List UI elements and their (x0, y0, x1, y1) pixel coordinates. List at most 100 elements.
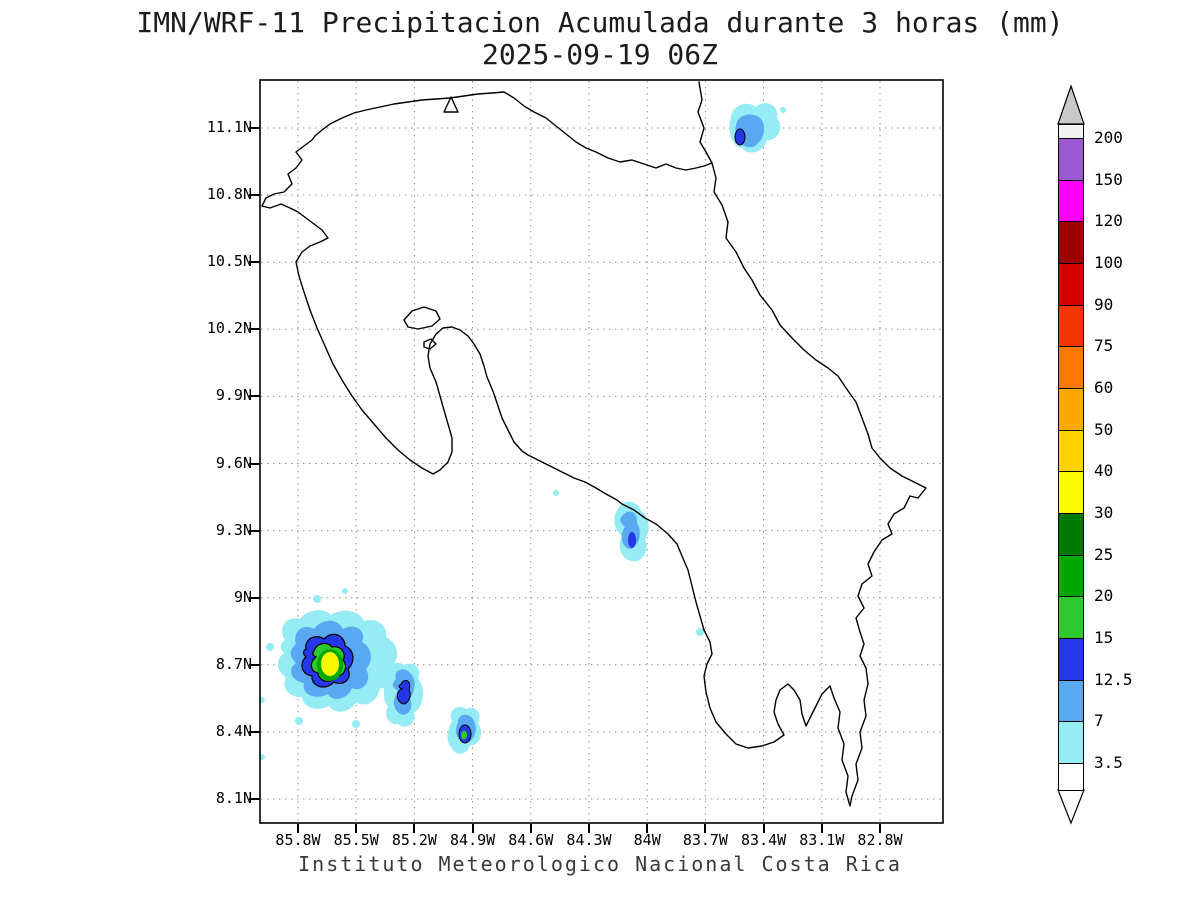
colorbar-level-label: 3.5 (1094, 753, 1123, 773)
colorbar-segment (1058, 263, 1084, 306)
colorbar-level-label: 30 (1094, 503, 1114, 523)
colorbar-level-label: 7 (1094, 711, 1104, 731)
colorbar-level-label: 50 (1094, 419, 1114, 439)
colorbar-level-label: 150 (1094, 169, 1123, 189)
lat-tick-label: 8.4N (215, 721, 252, 740)
lat-tick-mark (249, 596, 260, 599)
plot-datetime: 2025-09-19 06Z (481, 38, 718, 71)
coastline (261, 81, 927, 807)
institution-caption: Instituto Meteorologico Nacional Costa R… (298, 852, 902, 876)
lon-tick-label: 83.7W (682, 831, 728, 849)
lat-tick-label: 10.8N (206, 185, 252, 204)
precip-cell-elongated-core (396, 679, 411, 705)
colorbar-segment (1058, 179, 1084, 223)
lon-tick-label: 83.1W (799, 831, 845, 849)
colorbar-level-label: 90 (1094, 294, 1114, 314)
colorbar-segment (1058, 721, 1084, 765)
precip-speck (352, 720, 360, 728)
colorbar-segment (1058, 513, 1084, 556)
colorbar-level-label: 200 (1094, 128, 1123, 147)
lon-tick-mark (762, 824, 765, 833)
precip-speck (295, 717, 303, 725)
colorbar-segment (1058, 346, 1084, 389)
lat-tick-label: 11.1N (206, 118, 252, 136)
colorbar-segment (1058, 304, 1084, 348)
colorbar-above-max-arrow (1057, 85, 1085, 125)
precip-speck (342, 588, 348, 594)
colorbar-segment (1058, 138, 1084, 181)
lon-tick-label: 84.6W (508, 831, 554, 849)
lat-tick-label: 9N (233, 587, 252, 606)
colorbar-segment (1058, 596, 1084, 640)
lat-tick-mark (249, 127, 260, 129)
map-canvas (259, 79, 944, 824)
precipitation-cells (259, 103, 786, 760)
lat-tick-mark (249, 328, 260, 331)
lat-tick-mark (249, 261, 260, 264)
lon-tick-mark (471, 824, 474, 833)
colorbar-segment (1058, 638, 1084, 681)
colorbar-segment (1058, 471, 1084, 515)
colorbar-level-label: 15 (1094, 628, 1114, 648)
lon-tick-mark (704, 824, 707, 833)
colorbar-segment (1058, 221, 1084, 264)
lon-tick-label: 84W (633, 831, 661, 849)
lon-tick-mark (588, 824, 590, 833)
colorbar-level-label: 25 (1094, 544, 1114, 564)
precip-speck (313, 595, 321, 603)
lon-tick-label: 84.3W (566, 831, 612, 849)
precip-cell-small-green (461, 730, 467, 740)
island-chira (403, 306, 441, 330)
precip-speck (553, 490, 559, 496)
lat-tick-label: 10.2N (206, 319, 252, 338)
lon-tick-mark (355, 824, 358, 833)
colorbar-arrow-top (1057, 85, 1085, 125)
islet (423, 338, 437, 350)
colorbar-level-label: 100 (1094, 253, 1123, 272)
lat-tick-mark (249, 798, 260, 800)
precip-cell-central-core (628, 532, 636, 548)
colorbar-arrow-bottom (1057, 789, 1085, 825)
lon-tick-label: 82.8W (857, 831, 903, 849)
lat-tick-mark (249, 462, 260, 465)
colorbar-segment (1058, 429, 1084, 473)
coastline-path (261, 81, 927, 807)
lon-tick-label: 85.5W (333, 831, 379, 849)
precip-cell-southwest-yellow-core (321, 652, 339, 676)
lat-tick-label: 9.3N (215, 520, 252, 539)
lat-tick-label: 9.6N (215, 453, 252, 472)
colorbar-level-label: 20 (1094, 586, 1114, 606)
lon-tick-label: 85.2W (391, 831, 437, 849)
lat-tick-label: 8.1N (215, 789, 252, 807)
lat-tick-mark (249, 194, 260, 197)
lon-tick-label: 85.8W (275, 831, 321, 849)
colorbar-segment (1058, 388, 1084, 431)
lon-tick-mark (529, 824, 532, 833)
lat-tick-mark (249, 529, 260, 532)
lat-tick-mark (249, 663, 260, 666)
precip-speck (780, 107, 786, 113)
colorbar-level-label: 60 (1094, 378, 1114, 398)
precip-speck (696, 628, 704, 636)
lon-tick-mark (413, 824, 416, 833)
lake-island-ometepe (443, 96, 459, 113)
lon-tick-mark (646, 824, 649, 833)
colorbar-level-label: 12.5 (1094, 669, 1133, 689)
map-frame (259, 79, 944, 824)
lat-tick-mark (249, 395, 260, 398)
colorbar-level-label: 40 (1094, 461, 1114, 481)
colorbar-segment (1058, 554, 1084, 598)
lat-tick-label: 10.5N (206, 252, 252, 271)
colorbar-level-label: 75 (1094, 336, 1114, 356)
lon-tick-mark (297, 824, 299, 833)
lon-tick-label: 83.4W (741, 831, 787, 849)
colorbar-level-label: 120 (1094, 211, 1123, 231)
precip-cell-caribbean-core (734, 128, 746, 146)
lat-tick-label: 9.9N (215, 386, 252, 405)
lon-tick-mark (820, 824, 823, 833)
lon-tick-mark (879, 824, 881, 833)
lat-tick-mark (249, 730, 260, 733)
lon-tick-label: 84.9W (450, 831, 496, 849)
colorbar-segment (1058, 679, 1084, 723)
plot-title: IMN/WRF-11 Precipitacion Acumulada duran… (136, 6, 1064, 39)
